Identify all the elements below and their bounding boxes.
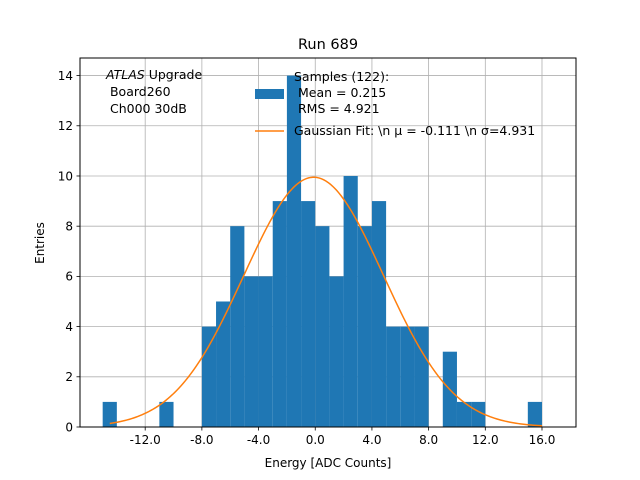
histogram-bar: [272, 201, 287, 427]
y-tick-label: 10: [58, 169, 73, 183]
histogram-bar: [527, 401, 542, 427]
legend-fit-label: Gaussian Fit: \n μ = -0.111 \n σ=4.931: [294, 123, 535, 138]
histogram-bar: [329, 276, 344, 427]
y-axis-label: Entries: [33, 222, 47, 264]
annotation-line-2: Board260: [106, 84, 171, 99]
histogram-bar: [301, 201, 316, 427]
histogram-bar: [216, 301, 231, 427]
histogram-bar: [286, 75, 302, 428]
x-tick-label: 12.0: [472, 433, 499, 447]
y-tick-label: 4: [65, 320, 73, 334]
annotation-atlas: ATLAS: [105, 67, 145, 82]
annotation-line-1: ATLAS Upgrade: [105, 67, 202, 82]
axis-ticks: -12.0 -8.0 -4.0 0.0 4.0 8.0 12.0 16.0 0 2 4 6 8 10 12 1…: [58, 69, 556, 447]
y-tick-label: 2: [65, 370, 73, 384]
histogram-bar: [343, 175, 358, 427]
gaussian-fit: [109, 176, 543, 427]
histogram-bar: [400, 326, 415, 427]
chart-title: Run 689: [298, 37, 358, 53]
x-tick-label: 8.0: [419, 433, 438, 447]
annotation-upgrade: Upgrade: [145, 67, 203, 82]
legend-samples-line-1: Samples (122):: [294, 69, 389, 84]
legend-samples-line-3: RMS = 4.921: [294, 101, 380, 116]
histogram-bar: [471, 401, 486, 427]
annotation-box: ATLAS Upgrade Board260 Ch000 30dB: [105, 67, 202, 116]
y-tick-label: 6: [65, 270, 73, 284]
histogram-bar: [414, 326, 429, 427]
y-tick-label: 0: [65, 420, 73, 434]
legend-samples-line-2: Mean = 0.215: [294, 85, 386, 100]
x-tick-label: 4.0: [362, 433, 381, 447]
legend-samples-swatch: [255, 89, 284, 99]
histogram-bar: [315, 226, 330, 427]
x-tick-label: 16.0: [529, 433, 556, 447]
x-tick-label: -12.0: [130, 433, 161, 447]
histogram-bar: [201, 326, 217, 427]
axes-frame: [79, 57, 577, 428]
x-tick-label: -4.0: [247, 433, 270, 447]
y-tick-label: 8: [65, 219, 73, 233]
histogram-bar: [159, 401, 174, 427]
x-tick-label: 0.0: [306, 433, 325, 447]
legend: Samples (122): Mean = 0.215 RMS = 4.921 …: [255, 69, 535, 138]
histogram-bar: [102, 401, 117, 427]
gaussian-fit-curve: [109, 176, 543, 427]
histogram-bar: [357, 226, 372, 427]
histogram-bar: [230, 226, 245, 427]
y-tick-label: 12: [58, 119, 73, 133]
histogram-bar: [386, 326, 401, 427]
y-tick-label: 14: [58, 69, 73, 83]
histogram-bar: [456, 401, 472, 427]
histogram-bar: [258, 276, 273, 427]
histogram-bar: [244, 276, 259, 427]
histogram-bar: [371, 201, 387, 427]
x-tick-label: -8.0: [190, 433, 213, 447]
x-axis-label: Energy [ADC Counts]: [265, 456, 392, 470]
annotation-line-3: Ch000 30dB: [106, 101, 187, 116]
